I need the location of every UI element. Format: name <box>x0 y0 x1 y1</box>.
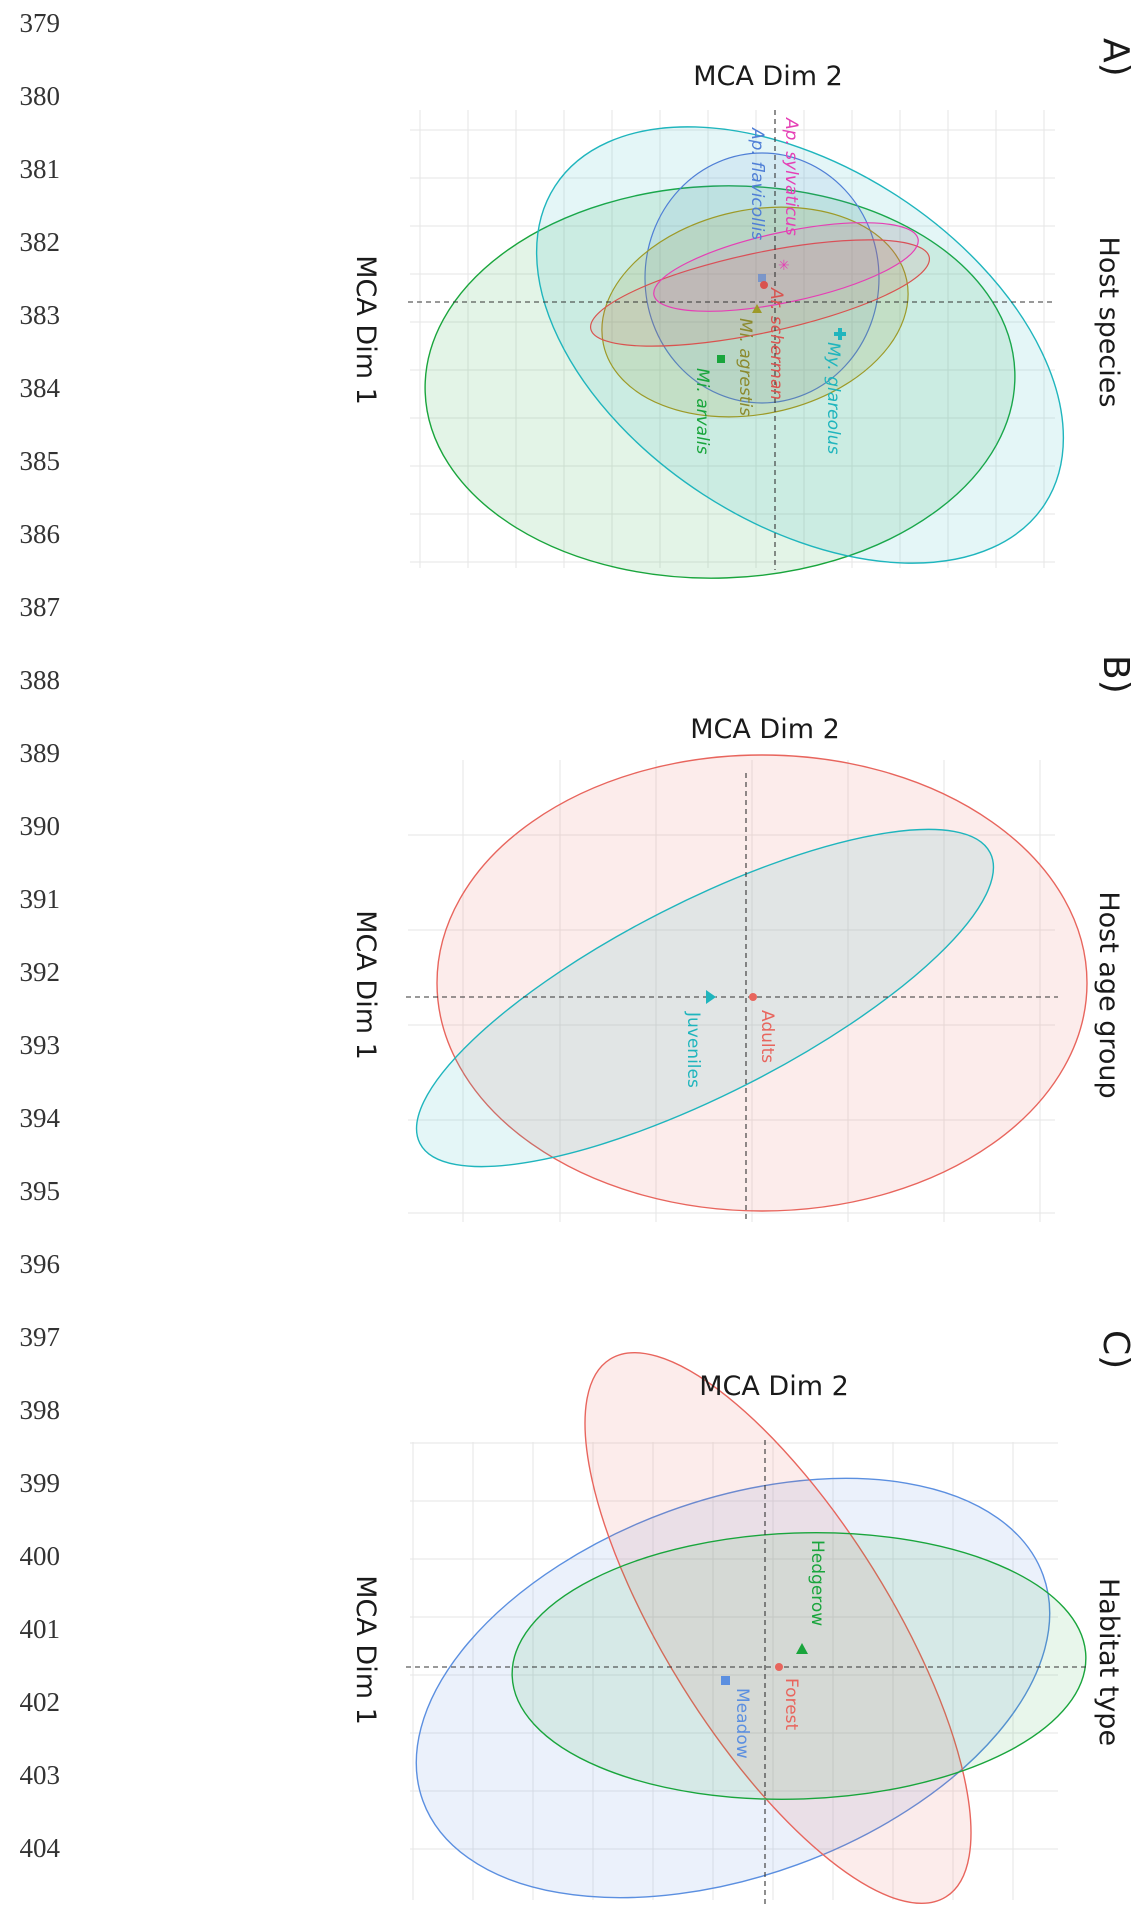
label-hedgerow: Hedgerow <box>807 1540 827 1626</box>
panel-a-top-title: MCA Dim 2 <box>693 61 843 92</box>
panel-c-right-title: Habitat type <box>1093 1578 1124 1746</box>
line-number: 394 <box>19 1103 61 1133</box>
line-number: 386 <box>19 519 61 549</box>
label-mi-arvalis: Mi. arvalis <box>692 368 712 455</box>
ellipse-my-glareolus <box>535 126 1065 564</box>
label-forest: Forest <box>781 1678 801 1731</box>
line-number: 391 <box>19 884 61 914</box>
ellipse-ar-scherman <box>589 239 931 347</box>
line-number: 381 <box>19 154 61 184</box>
line-number: 388 <box>19 665 61 695</box>
centroids: ✳ <box>717 258 846 363</box>
panel-c-letter: C) <box>1095 1330 1136 1369</box>
centroids <box>706 990 757 1004</box>
group-labels: Hedgerow Forest Meadow <box>732 1540 827 1759</box>
line-number: 387 <box>19 592 61 622</box>
centroid-forest <box>775 1663 783 1671</box>
line-number: 390 <box>19 811 61 841</box>
label-my-glareolus: My. glareolus <box>823 342 843 454</box>
panel-b-right-title: Host age group <box>1093 891 1124 1098</box>
line-number: 385 <box>19 446 61 476</box>
panel-a-left-title: MCA Dim 1 <box>350 255 381 405</box>
group-labels: Adults Juveniles <box>683 1010 777 1088</box>
panel-b-top-title: MCA Dim 2 <box>690 714 840 745</box>
centroids <box>721 1643 808 1685</box>
ellipses <box>415 1351 1087 1905</box>
line-number: 380 <box>19 81 61 111</box>
centroid-ap-sylvaticus: ✳ <box>778 258 790 274</box>
panel-c-top-title: MCA Dim 2 <box>699 1371 849 1402</box>
ellipses <box>424 126 1065 579</box>
panel-b-letter: B) <box>1095 655 1136 694</box>
ellipse-meadow <box>415 1477 1051 1899</box>
line-number: 379 <box>19 8 61 38</box>
panel-a-right-title: Host species <box>1093 237 1124 408</box>
line-number: 392 <box>19 957 61 987</box>
line-number: 384 <box>19 373 61 403</box>
line-number: 404 <box>19 1833 61 1863</box>
line-number: 399 <box>19 1468 61 1498</box>
label-meadow: Meadow <box>732 1688 752 1759</box>
group-labels: Ap. sylvaticus Ap. flavicollis Ar. scher… <box>692 117 843 455</box>
panel-a: ✳ Ap. sylvaticus Ap. flavicollis Ar. sch… <box>350 38 1136 579</box>
centroid-juveniles <box>706 990 716 1004</box>
centroid-hedgerow <box>796 1643 808 1654</box>
label-adults: Adults <box>757 1010 777 1063</box>
label-mi-agrestis: Mi. agrestis <box>735 318 755 416</box>
line-number: 396 <box>19 1249 61 1279</box>
label-ap-sylvaticus: Ap. sylvaticus <box>781 117 801 236</box>
line-number: 400 <box>19 1541 61 1571</box>
reference-lines <box>408 110 1055 570</box>
line-number: 398 <box>19 1395 61 1425</box>
label-ar-scherman: Ar. scherman <box>766 287 786 400</box>
line-number: 402 <box>19 1687 61 1717</box>
line-number: 395 <box>19 1176 61 1206</box>
centroid-meadow <box>721 1676 730 1685</box>
panel-c-left-title: MCA Dim 1 <box>350 1575 381 1725</box>
ellipse-forest <box>584 1351 972 1905</box>
line-number: 403 <box>19 1760 61 1790</box>
line-number: 393 <box>19 1030 61 1060</box>
reference-lines <box>406 1440 1090 1905</box>
centroid-ar-scherman <box>760 281 768 289</box>
line-number: 382 <box>19 227 61 257</box>
panel-b: Adults Juveniles MCA Dim 2 MCA Dim 1 Hos… <box>350 655 1136 1222</box>
line-number: 389 <box>19 738 61 768</box>
panel-a-letter: A) <box>1095 38 1136 77</box>
centroid-mi-arvalis <box>717 355 725 363</box>
centroid-my-glareolus <box>834 328 846 340</box>
label-ap-flavicollis: Ap. flavicollis <box>747 127 767 240</box>
line-number: 401 <box>19 1614 61 1644</box>
ellipse-mi-arvalis <box>424 185 1016 579</box>
grid <box>410 1442 1058 1900</box>
panel-c: Hedgerow Forest Meadow MCA Dim 2 MCA Dim… <box>350 1330 1136 1905</box>
line-number: 397 <box>19 1322 61 1352</box>
label-juveniles: Juveniles <box>683 1011 703 1088</box>
centroid-mi-agrestis <box>752 304 762 313</box>
ellipses <box>415 754 1088 1212</box>
centroid-adults <box>749 993 757 1001</box>
panel-b-left-title: MCA Dim 1 <box>350 910 381 1060</box>
ellipse-adults <box>436 754 1088 1212</box>
centroid-ap-flavicollis <box>758 274 766 282</box>
ellipse-juveniles <box>415 828 995 1168</box>
ellipse-ap-sylvaticus <box>653 222 919 312</box>
line-number: 383 <box>19 300 61 330</box>
ellipse-hedgerow <box>511 1532 1087 1800</box>
reference-lines <box>406 773 1058 1222</box>
